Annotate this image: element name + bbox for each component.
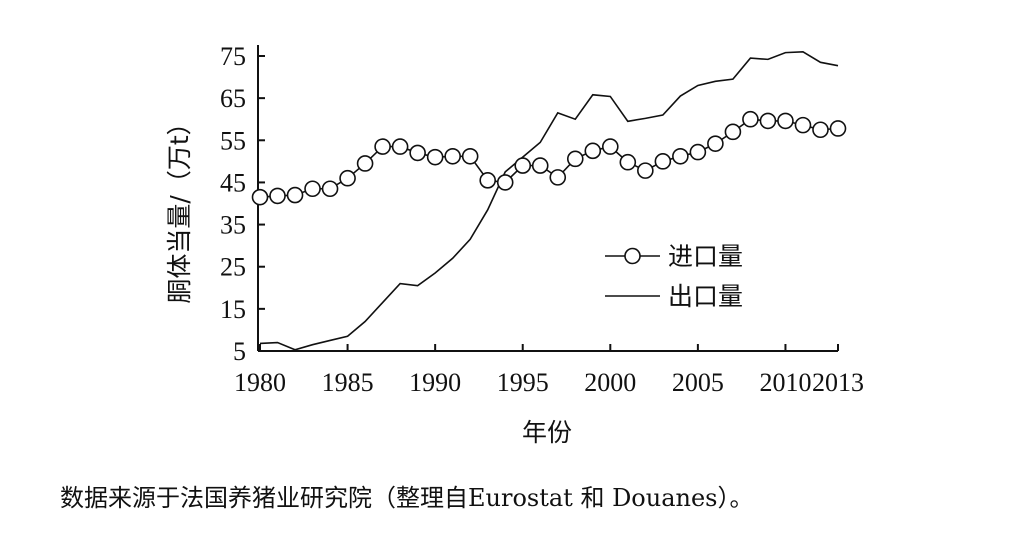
import-point: [829, 120, 847, 137]
import-point: [549, 169, 567, 186]
x-tick-label: 2000: [584, 368, 636, 397]
series-layer: [251, 50, 847, 351]
x-ticks: 1980 1985 1990 1995 2000 2005 2010 2013: [234, 344, 864, 397]
legend-import-marker: [624, 247, 641, 265]
import-point: [479, 172, 496, 189]
legend-export-label: 出口量: [668, 282, 743, 311]
import-point: [496, 174, 514, 191]
x-tick-label: 2010: [759, 368, 811, 397]
import-point: [269, 187, 286, 205]
x-tick-label: 1990: [409, 368, 461, 397]
import-point: [794, 116, 812, 134]
import-point: [759, 112, 777, 130]
import-point: [566, 150, 584, 168]
y-tick-label: 15: [220, 295, 246, 324]
import-point: [304, 180, 321, 198]
import-point: [584, 142, 602, 160]
x-axis-title: 年份: [522, 418, 572, 447]
import-point: [602, 138, 619, 155]
x-tick-label: 1980: [234, 368, 286, 397]
import-point: [637, 162, 654, 179]
y-tick-label: 5: [233, 337, 246, 366]
import-point: [461, 148, 479, 165]
import-point: [514, 157, 532, 174]
import-point: [251, 188, 269, 206]
x-tick-label: 1985: [322, 368, 374, 397]
y-ticks: 5 15 25 35 45 55 65 75: [220, 42, 265, 366]
y-tick-label: 25: [220, 253, 246, 282]
export-series-line: [259, 50, 839, 351]
import-point: [707, 135, 724, 152]
x-tick-label: 1995: [497, 368, 549, 397]
import-point: [356, 155, 374, 172]
chart: 5 15 25 35 45 55 65 75 1980 1985 1990 1995 2000 2005…: [165, 42, 864, 447]
import-point: [409, 144, 426, 162]
import-point: [672, 148, 689, 165]
import-point: [426, 148, 444, 166]
y-tick-label: 45: [220, 168, 246, 197]
import-point: [531, 157, 549, 174]
import-point: [689, 143, 707, 161]
import-series-line: [259, 118, 839, 198]
y-tick-label: 35: [220, 211, 246, 240]
legend-import-label: 进口量: [668, 242, 743, 271]
import-point: [391, 138, 409, 155]
import-point: [374, 138, 391, 155]
import-point: [654, 153, 672, 170]
axes: [257, 45, 838, 352]
import-point: [742, 110, 759, 128]
import-point: [444, 148, 461, 165]
x-tick-label: 2005: [672, 368, 724, 397]
import-point: [619, 153, 637, 171]
import-point: [777, 112, 794, 130]
y-tick-label: 55: [220, 126, 246, 155]
import-point: [321, 180, 339, 198]
import-point: [812, 121, 829, 139]
y-tick-label: 65: [220, 84, 246, 113]
y-axis-title: 胴体当量/（万t）: [165, 110, 194, 303]
import-point: [724, 123, 742, 141]
x-tick-label: 2013: [812, 368, 864, 397]
import-point: [339, 169, 356, 187]
y-tick-label: 75: [220, 42, 246, 71]
import-point: [286, 186, 304, 204]
source-caption: 数据来源于法国养猪业研究院（整理自Eurostat 和 Douanes）。: [60, 484, 754, 512]
